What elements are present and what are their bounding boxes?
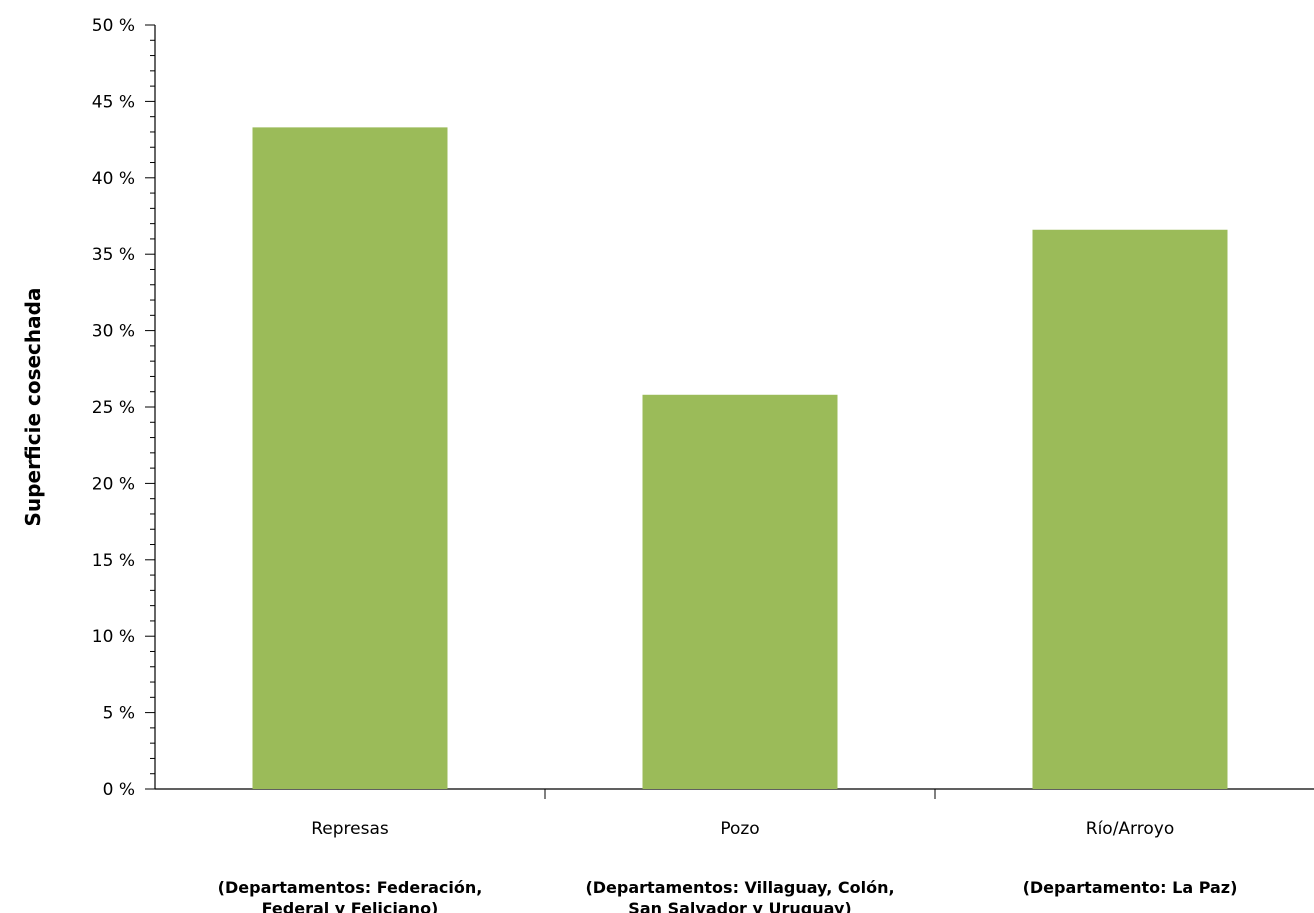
chart-labels: 0 % 5 % 10 % 15 % 20 % 25 % 30 % 35 % 40 % 45 % 50… — [92, 16, 1238, 913]
y-tick-label: 30 % — [92, 322, 135, 342]
y-tick-label: 15 % — [92, 551, 135, 571]
bar — [1032, 229, 1228, 789]
x-category-label: Pozo — [720, 819, 759, 839]
chart-bars — [252, 127, 1228, 790]
x-category-note: (Departamentos: Federación, — [218, 878, 483, 897]
x-category-label: Río/Arroyo — [1086, 819, 1174, 839]
y-tick-label: 50 % — [92, 16, 135, 36]
x-category-note: (Departamentos: Villaguay, Colón, — [585, 878, 894, 897]
y-tick-label: 0 % — [103, 780, 135, 800]
y-tick-label: 5 % — [103, 704, 135, 724]
bar — [252, 127, 448, 790]
x-category-note: Federal y Feliciano) — [262, 899, 439, 913]
x-category-label: Represas — [311, 819, 389, 839]
y-axis-label: Superficie cosechada — [21, 288, 45, 527]
y-tick-label: 20 % — [92, 474, 135, 494]
y-tick-label: 25 % — [92, 398, 135, 418]
x-category-note: San Salvador y Uruguay) — [628, 899, 851, 913]
y-tick-label: 45 % — [92, 92, 135, 112]
y-tick-label: 40 % — [92, 169, 135, 189]
y-tick-label: 10 % — [92, 627, 135, 647]
y-tick-label: 35 % — [92, 245, 135, 265]
bar — [642, 394, 838, 789]
x-category-note: (Departamento: La Paz) — [1023, 878, 1238, 897]
